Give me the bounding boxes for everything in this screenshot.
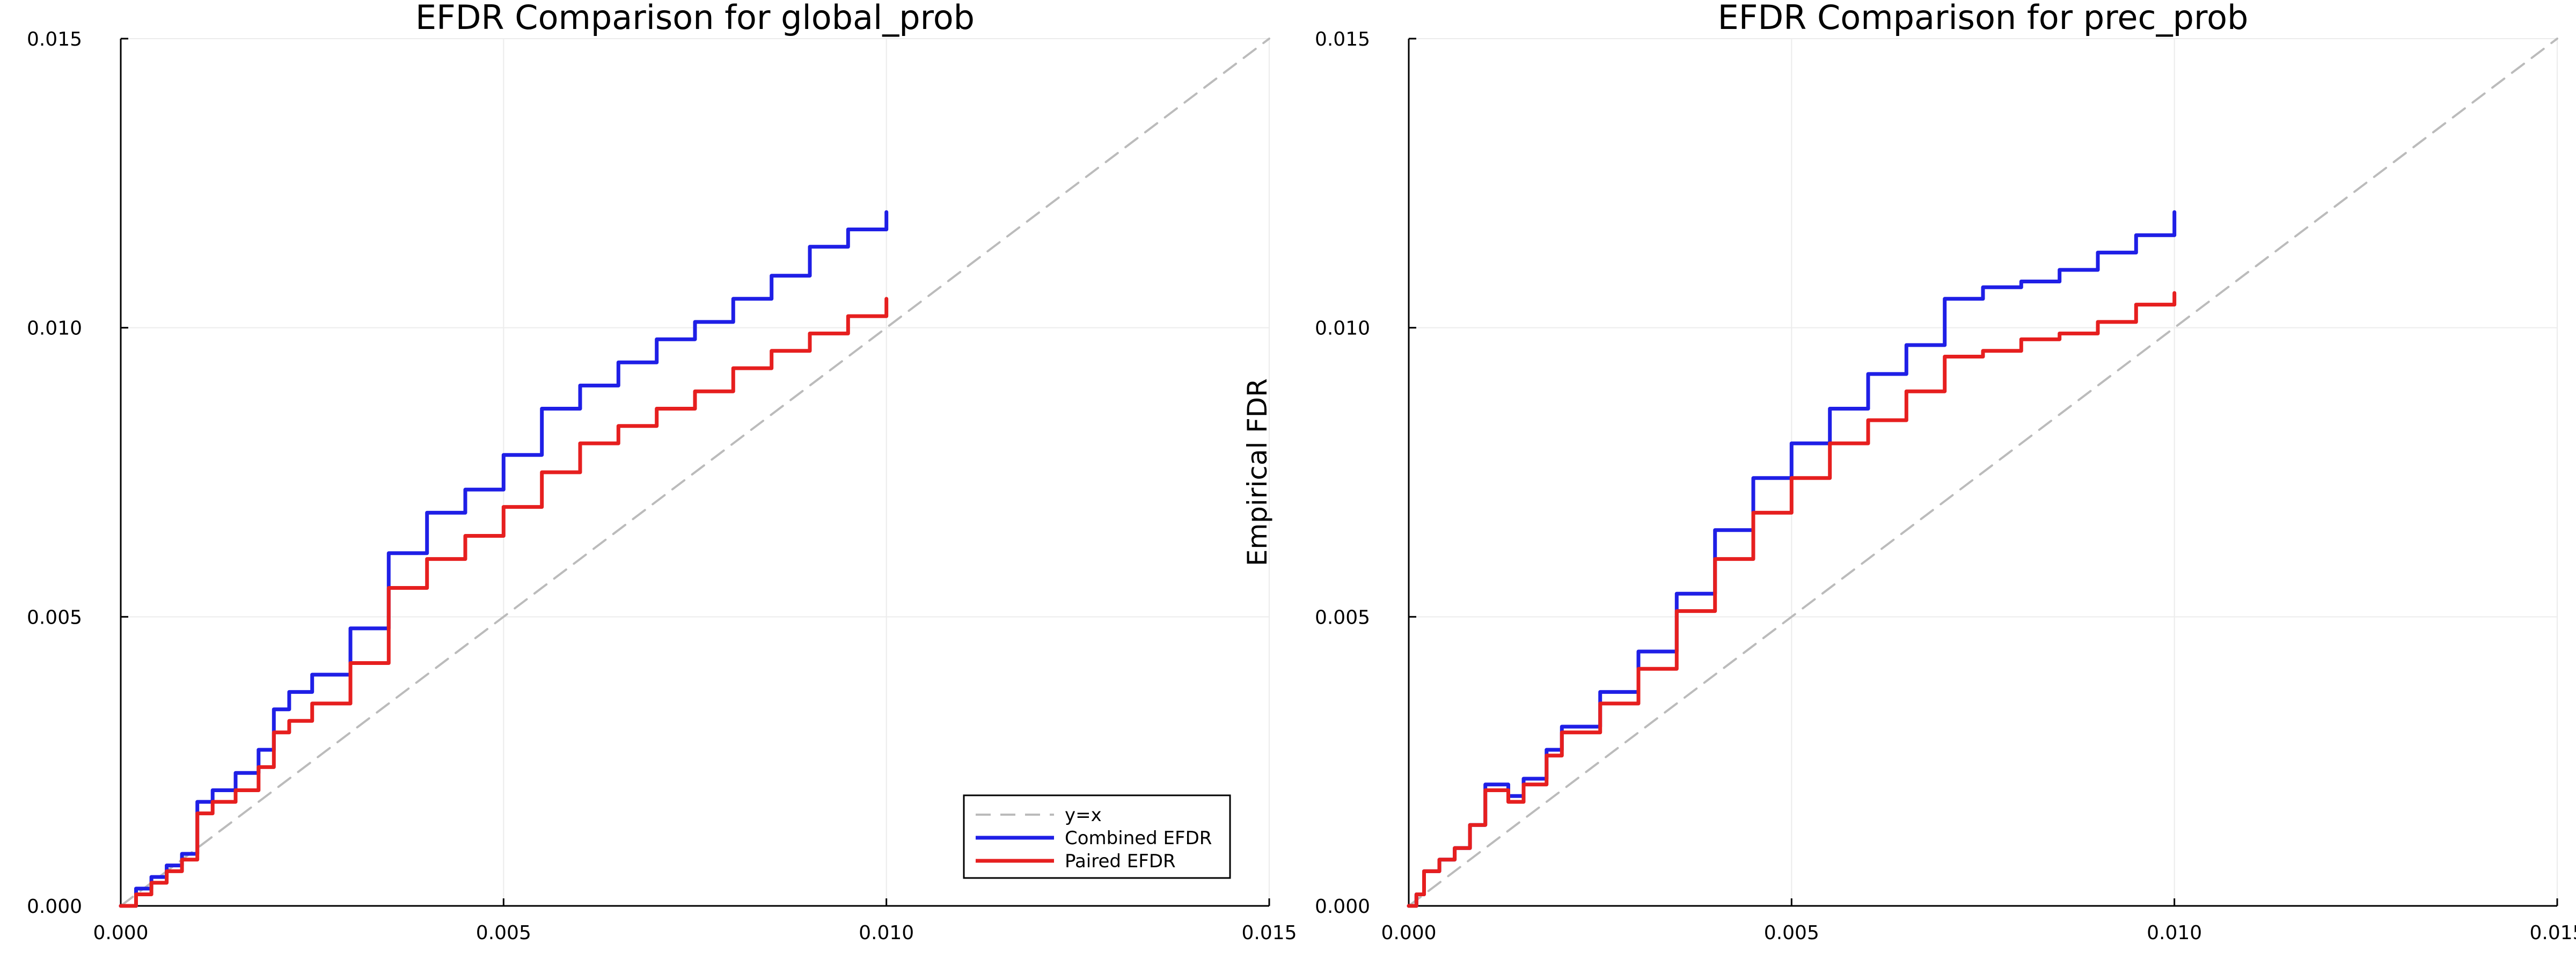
panel2-x-tick-label-3: 0.015 — [2529, 922, 2576, 944]
panel1-y-tick-label-2: 0.010 — [27, 318, 82, 340]
panel2-chart-title: EFDR Comparison for prec_prob — [1718, 0, 2249, 37]
panel1-y-tick-label-3: 0.015 — [27, 28, 82, 50]
panel2-y-tick-label-3: 0.015 — [1315, 28, 1370, 50]
panel1-y-tick-label-0: 0.000 — [27, 896, 82, 918]
panel2-x-tick-label-2: 0.010 — [2147, 922, 2202, 944]
panel1-y-tick-label-1: 0.005 — [27, 606, 82, 628]
panel1-x-tick-label-0: 0.000 — [93, 922, 148, 944]
panel1-legend-label-2: Paired EFDR — [1065, 851, 1176, 872]
panel2-y-tick-label-0: 0.000 — [1315, 896, 1370, 918]
panel2-series-y-x-line — [1408, 38, 2558, 907]
panel1-chart-title: EFDR Comparison for global_prob — [415, 0, 975, 37]
panel1-legend-label-0: y=x — [1065, 804, 1102, 826]
panel2-x-tick-label-1: 0.005 — [1764, 922, 1819, 944]
panel1-x-tick-label-1: 0.005 — [476, 922, 531, 944]
panel1-x-tick-label-2: 0.010 — [859, 922, 914, 944]
panel1-series-paired-efdr-line — [119, 297, 889, 908]
panel1-series-combined-efdr-line — [119, 210, 889, 908]
panel2-x-tick-label-0: 0.000 — [1381, 922, 1436, 944]
panel1-legend-label-1: Combined EFDR — [1065, 828, 1212, 849]
panel1-series-y-x-line — [120, 38, 1270, 907]
panel1-x-tick-label-3: 0.015 — [1241, 922, 1297, 944]
panel2-y-tick-label-2: 0.010 — [1315, 318, 1370, 340]
panel2-y-tick-label-1: 0.005 — [1315, 606, 1370, 628]
panel2-y-axis-label: Empirical FDR — [1242, 378, 1273, 566]
panel2-series-paired-efdr-line — [1407, 291, 2177, 908]
